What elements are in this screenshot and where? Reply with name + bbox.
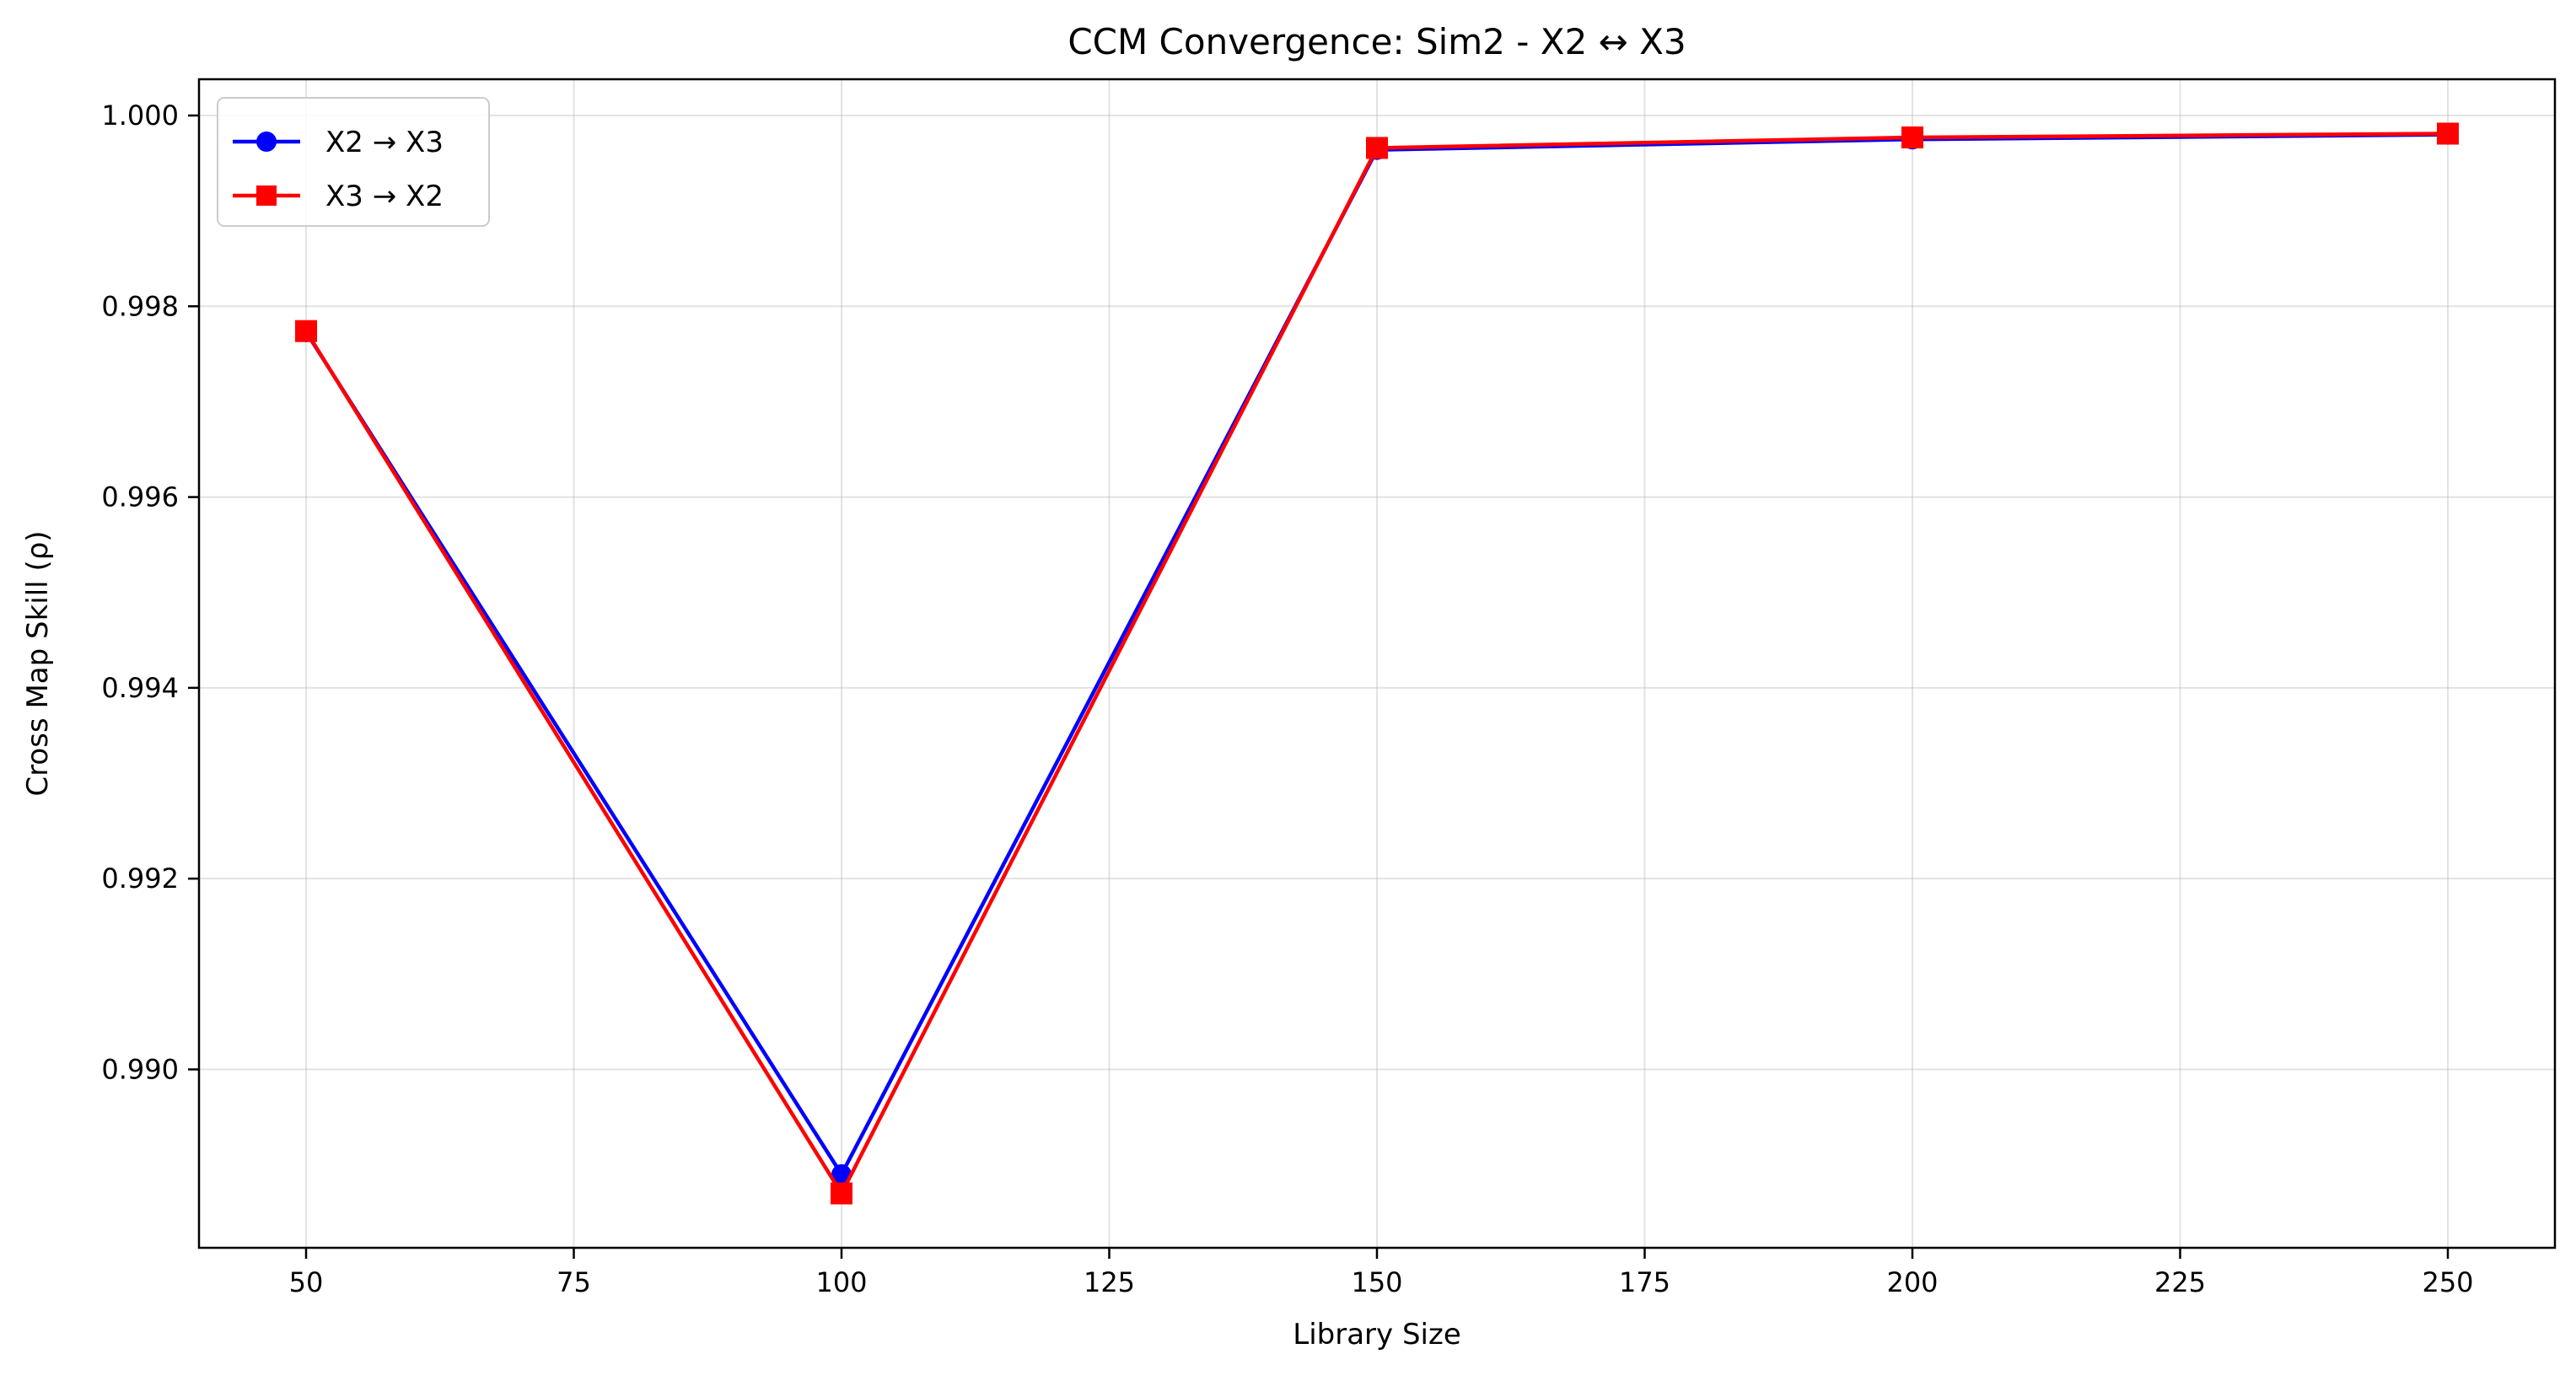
legend-item: X3 → X2 (233, 180, 444, 213)
legend: X2 → X3 X3 → X2 (217, 97, 490, 227)
y-tick-label: 0.994 (101, 672, 179, 704)
x-tick-label: 75 (557, 1266, 591, 1298)
y-tick-label: 0.990 (101, 1053, 179, 1085)
axis-ticks: 50 75 100 125 150 175 200 225 250 0.990 0.992 0.994… (101, 99, 2473, 1298)
data-point (831, 1182, 852, 1205)
data-point (1901, 126, 1923, 149)
series-layer (295, 122, 2459, 1205)
x-tick-label: 175 (1619, 1266, 1670, 1298)
y-axis-label: Cross Map Skill (ρ) (21, 530, 55, 796)
y-tick-label: 1.000 (101, 99, 179, 132)
y-tick-label: 0.998 (101, 290, 179, 322)
x-tick-label: 50 (289, 1266, 324, 1298)
x-tick-label: 125 (1084, 1266, 1135, 1298)
data-point (1366, 137, 1388, 159)
x-tick-label: 225 (2154, 1266, 2206, 1298)
series-2 (295, 122, 2459, 1205)
data-point (295, 320, 317, 342)
y-tick-label: 0.996 (101, 481, 179, 513)
legend-marker (256, 185, 277, 206)
chart-title: CCM Convergence: Sim2 - X2 ↔ X3 (1068, 21, 1686, 62)
grid-lines (199, 79, 2555, 1248)
x-tick-label: 100 (815, 1266, 867, 1298)
x-tick-label: 150 (1351, 1266, 1402, 1298)
legend-marker (256, 132, 277, 152)
legend-label: X2 → X3 (325, 126, 444, 159)
x-axis-label: Library Size (1293, 1318, 1460, 1351)
y-tick-label: 0.992 (101, 862, 179, 895)
data-point (2437, 122, 2459, 145)
x-tick-label: 200 (1886, 1266, 1938, 1298)
legend-label: X3 → X2 (325, 180, 444, 213)
legend-item: X2 → X3 (233, 126, 444, 159)
x-tick-label: 250 (2422, 1266, 2473, 1298)
